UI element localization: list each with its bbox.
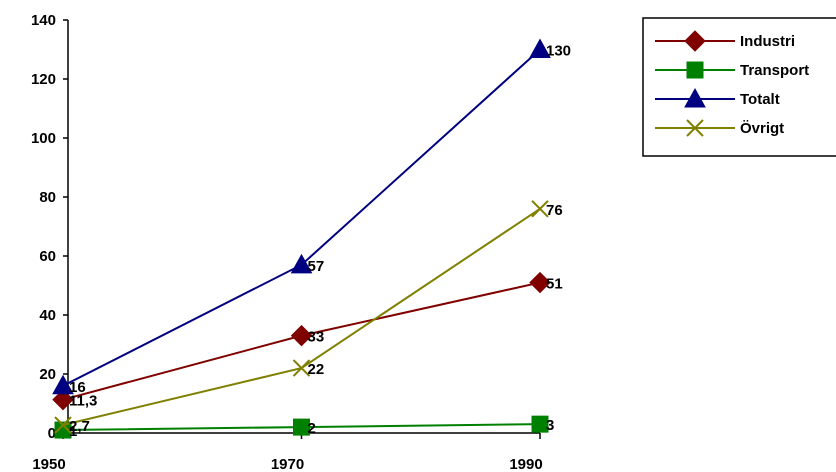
data-label--vrigt: 76 [546, 202, 563, 219]
data-point--vrigt [531, 200, 549, 218]
data-point-totalt [529, 38, 551, 58]
x-tick-label: 1970 [271, 456, 304, 472]
series-layer [52, 38, 551, 439]
data-label-transport: 2 [308, 420, 316, 437]
legend-marker-transport [686, 61, 704, 79]
data-label--vrigt: 2,7 [69, 418, 90, 435]
legend-marker-totalt [684, 87, 706, 108]
data-point-totalt [52, 374, 74, 395]
series-line--vrigt [62, 207, 541, 427]
data-label-totalt: 16 [69, 379, 86, 396]
data-point-transport [531, 415, 549, 433]
data-label-industri: 51 [546, 276, 563, 293]
axes: 0 20 40 60 80 100 120 140 1950 1970 1990 [31, 12, 543, 472]
y-tick-label: 0 [48, 425, 56, 442]
data-label--vrigt: 22 [308, 361, 325, 378]
data-label-totalt: 130 [546, 43, 571, 60]
y-tick-label: 20 [39, 366, 56, 383]
legend-label-industri: Industri [740, 33, 795, 50]
data-label-transport: 3 [546, 417, 554, 434]
legend-marker--vrigt [686, 119, 704, 137]
y-tick-label: 120 [31, 71, 56, 88]
legend: Industri Transport Totalt Övrigt [642, 17, 836, 157]
legend-label--vrigt: Övrigt [740, 120, 784, 137]
data-point-industri [52, 388, 74, 411]
x-tick-label: 1990 [509, 456, 542, 472]
legend-label-transport: Transport [740, 62, 809, 79]
y-tick-label: 60 [39, 248, 56, 265]
data-label-transport: 1 [69, 423, 77, 440]
data-point-transport [54, 421, 72, 439]
data-label-totalt: 57 [308, 258, 325, 275]
data-point-industri [290, 324, 313, 347]
data-point-transport [293, 418, 310, 436]
data-point-totalt [290, 253, 313, 274]
data-labels-layer: 11,3 33 51 1 2 3 16 57 130 2,7 22 76 [69, 43, 571, 441]
legend-label-totalt: Totalt [740, 91, 780, 108]
data-label-industri: 33 [308, 329, 325, 346]
data-point--vrigt [54, 416, 72, 434]
x-tick-label: 1950 [32, 456, 65, 472]
y-tick-label: 80 [39, 189, 56, 206]
y-tick-label: 140 [31, 12, 56, 29]
y-tick-label: 100 [31, 130, 56, 147]
data-point--vrigt [292, 359, 311, 377]
y-tick-label: 40 [39, 307, 56, 324]
data-point-industri [529, 271, 551, 294]
legend-marker-industri [684, 30, 706, 52]
data-label-industri: 11,3 [69, 393, 97, 410]
